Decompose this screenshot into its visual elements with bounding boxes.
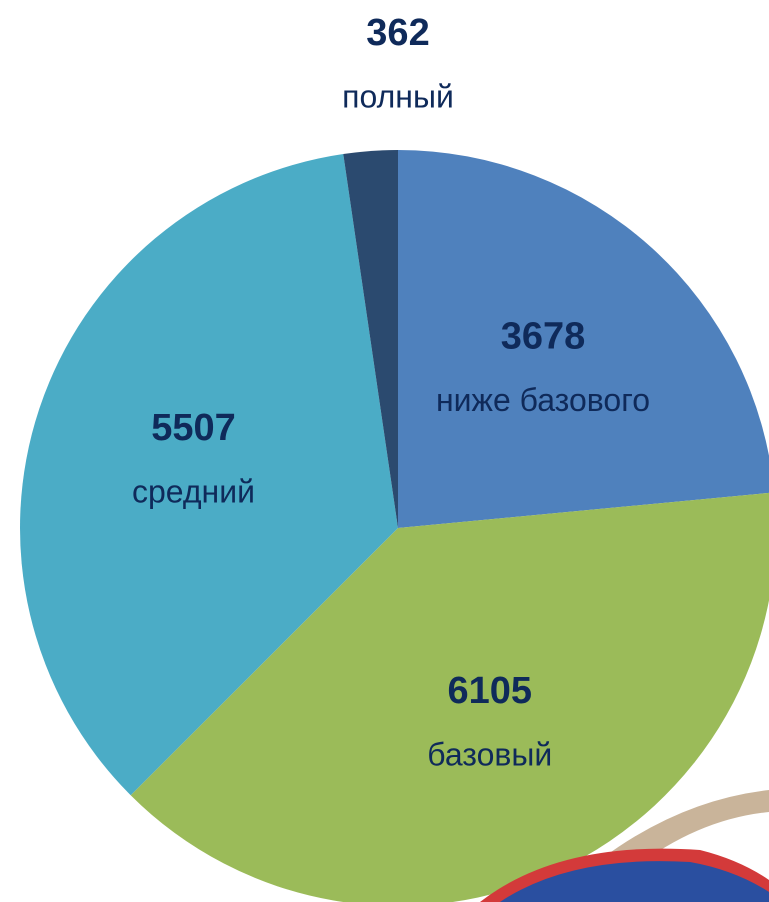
category-label: полный bbox=[342, 78, 454, 114]
value-label: 3678 bbox=[501, 316, 586, 358]
chart: 3678 ниже базового 6105 базовый 5507 средний 3… bbox=[0, 0, 769, 902]
value-label: 6105 bbox=[447, 670, 532, 712]
pie bbox=[20, 150, 769, 902]
category-label: средний bbox=[132, 474, 255, 510]
value-label: 362 bbox=[366, 12, 429, 54]
category-label: ниже базового bbox=[436, 382, 650, 418]
category-label: базовый bbox=[427, 736, 552, 772]
page: {"chart_data": {"type": "pie", "categori… bbox=[0, 0, 769, 902]
value-label: 5507 bbox=[151, 407, 236, 449]
